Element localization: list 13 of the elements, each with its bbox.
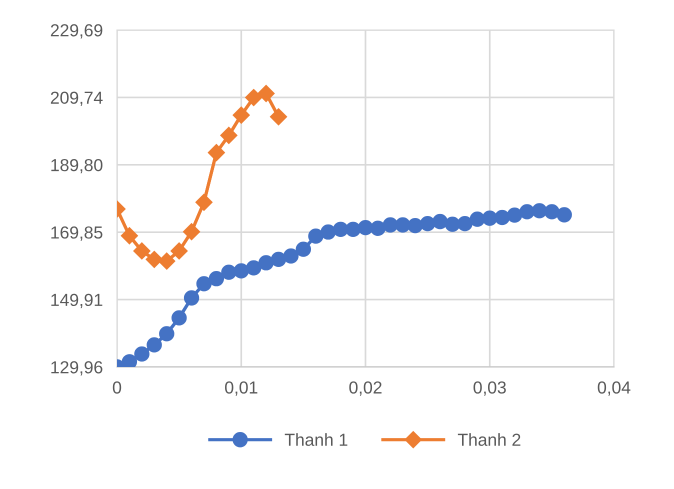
y-tick-label: 129,96	[51, 361, 102, 376]
y-tick-label: 169,85	[51, 226, 102, 241]
y-tick-label: 209,74	[50, 92, 103, 106]
legend-label: Thanh 1	[284, 433, 348, 446]
x-tick-label: 0,01	[225, 381, 258, 396]
legend-label: Thanh 2	[458, 433, 520, 446]
x-tick-label: 0,02	[349, 381, 382, 396]
x-tick-label: 0	[112, 381, 122, 394]
y-tick-label: 189,80	[51, 158, 102, 174]
y-tick-label: 149,91	[51, 294, 102, 308]
x-tick-label: 0,03	[474, 381, 506, 396]
x-tick-label: 0,04	[598, 381, 630, 396]
y-tick-label: 229,69	[50, 24, 102, 39]
